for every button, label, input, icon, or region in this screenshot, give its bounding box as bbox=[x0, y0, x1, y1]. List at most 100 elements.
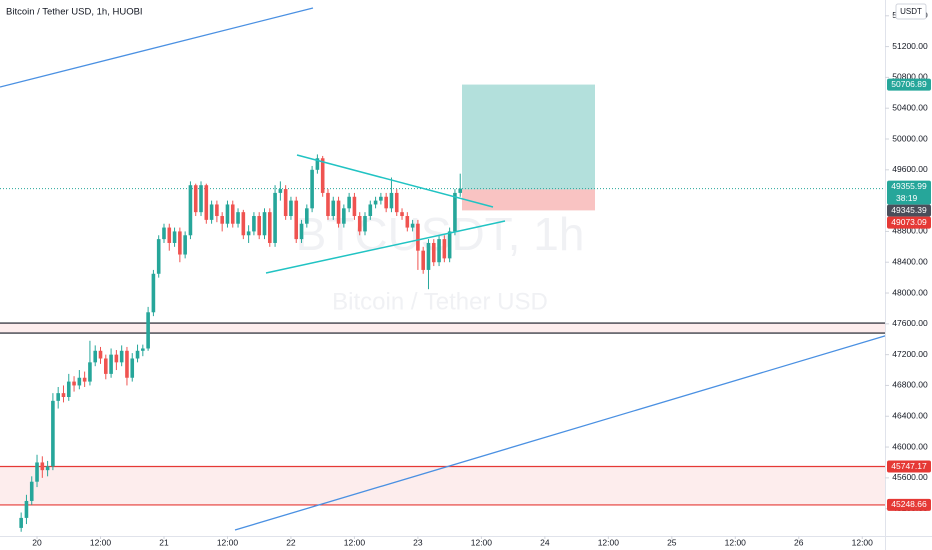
candle-body bbox=[363, 216, 367, 232]
x-tick-label: 12:00 bbox=[344, 537, 366, 547]
price-tag bbox=[887, 498, 931, 511]
candle-body bbox=[326, 192, 330, 217]
currency-badge[interactable] bbox=[895, 3, 927, 20]
y-tick-label: 50000.00 bbox=[892, 133, 928, 143]
candle-body bbox=[193, 185, 198, 213]
x-tick-label: 21 bbox=[159, 537, 169, 547]
candle-body bbox=[141, 348, 145, 351]
y-tick-label: 45600.00 bbox=[892, 472, 928, 482]
x-tick-label: 26 bbox=[794, 537, 804, 547]
candle-body bbox=[426, 242, 431, 270]
currency[interactable]: USDT bbox=[900, 7, 922, 16]
candle-body bbox=[204, 185, 209, 220]
watermark-subtitle: Bitcoin / Tether USD bbox=[332, 288, 548, 315]
candle-body bbox=[421, 250, 425, 270]
candle-body bbox=[109, 354, 113, 374]
y-tick-label: 49600.00 bbox=[892, 164, 928, 174]
candle-body bbox=[283, 189, 288, 217]
candle-body bbox=[77, 377, 82, 386]
candle-body bbox=[262, 212, 267, 236]
candle-body bbox=[305, 208, 309, 224]
candle-body bbox=[56, 393, 60, 401]
x-tick-label: 22 bbox=[286, 537, 296, 547]
candle-body bbox=[352, 196, 357, 217]
candle-body bbox=[431, 242, 436, 263]
candle-body bbox=[45, 466, 50, 471]
y-tick-label: 46000.00 bbox=[892, 441, 928, 451]
x-tick-label: 23 bbox=[413, 537, 423, 547]
candle-body bbox=[252, 216, 256, 232]
zones bbox=[0, 84, 885, 506]
candle-body bbox=[416, 223, 420, 251]
candle-body bbox=[98, 350, 103, 359]
candle-body bbox=[405, 216, 410, 228]
y-tick-label: 46800.00 bbox=[892, 380, 928, 390]
candle-body bbox=[458, 188, 463, 193]
candle-body bbox=[35, 462, 39, 482]
candle-body bbox=[379, 196, 383, 201]
candle-body bbox=[82, 377, 87, 382]
candle-body bbox=[88, 362, 92, 382]
candle-body bbox=[447, 231, 452, 259]
candles bbox=[19, 154, 463, 532]
y-tick-label: 50400.00 bbox=[892, 102, 928, 112]
price-label: 49345.39 bbox=[891, 205, 927, 215]
candle-body bbox=[236, 212, 240, 224]
candle-body bbox=[225, 204, 230, 224]
candle-body bbox=[373, 200, 378, 205]
candle-body bbox=[172, 231, 177, 243]
candle-body bbox=[66, 381, 71, 397]
x-tick-label: 20 bbox=[32, 537, 42, 547]
candle-body bbox=[357, 216, 362, 232]
candle-body bbox=[178, 231, 182, 255]
candle-body bbox=[299, 223, 304, 240]
candle-body bbox=[93, 350, 98, 363]
candle-body bbox=[103, 358, 108, 374]
price-label: 50706.89 bbox=[891, 79, 927, 89]
candle-body bbox=[114, 354, 119, 363]
candle-body bbox=[72, 381, 76, 386]
price-labels: 50706.89 45747.17 45248.66 49355.99 38:19 493… bbox=[887, 78, 931, 511]
zone bbox=[0, 466, 885, 505]
triangle-line bbox=[265, 220, 506, 274]
candle-body bbox=[199, 185, 203, 213]
price-tag bbox=[887, 460, 931, 473]
price-label: 49073.09 bbox=[891, 217, 927, 227]
candle-body bbox=[151, 273, 156, 313]
candle-body bbox=[400, 212, 404, 217]
position-target bbox=[462, 84, 595, 190]
candle-body bbox=[315, 158, 320, 170]
price-tag bbox=[887, 216, 931, 229]
y-tick-label: 48800.00 bbox=[892, 226, 928, 236]
candle-body bbox=[246, 231, 251, 236]
candle-body bbox=[289, 200, 293, 217]
y-tick-label: 51200.00 bbox=[892, 41, 928, 51]
countdown: 38:19 bbox=[896, 193, 918, 203]
drawings bbox=[0, 7, 889, 531]
candle-body bbox=[347, 196, 351, 209]
candle-body bbox=[156, 239, 161, 274]
candle-body bbox=[278, 189, 283, 193]
x-tick-label: 12:00 bbox=[471, 537, 493, 547]
candle-body bbox=[183, 235, 187, 255]
price-axis bbox=[885, 0, 932, 550]
candle-body bbox=[220, 216, 224, 224]
price-label: 49355.99 bbox=[891, 181, 927, 191]
position-stop bbox=[462, 189, 595, 211]
price-tag bbox=[887, 78, 931, 91]
candle-body bbox=[40, 462, 45, 471]
y-tick-label: 47600.00 bbox=[892, 318, 928, 328]
x-tick-label: 12:00 bbox=[598, 537, 620, 547]
candle-body bbox=[125, 350, 129, 378]
zone bbox=[0, 323, 885, 334]
candle-body bbox=[130, 358, 135, 378]
candle-body bbox=[310, 169, 314, 209]
y-tick-label: 48000.00 bbox=[892, 287, 928, 297]
candle-body bbox=[331, 200, 336, 217]
price-tag bbox=[887, 204, 931, 217]
y-tick-label: 48400.00 bbox=[892, 256, 928, 266]
candle-body bbox=[267, 212, 272, 243]
candle-body bbox=[24, 500, 29, 518]
